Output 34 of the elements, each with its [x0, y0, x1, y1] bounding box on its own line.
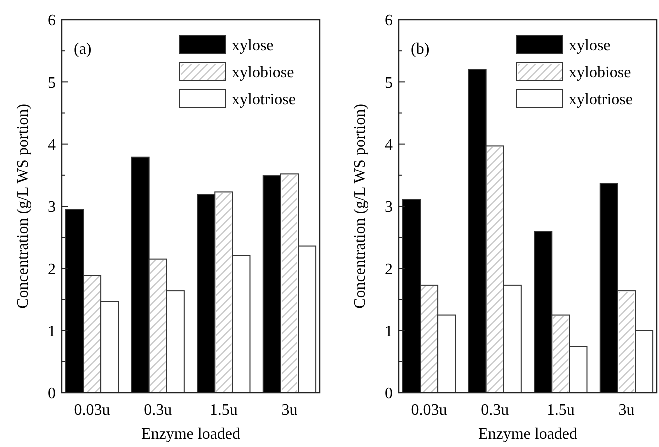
y-tick-label: 5 — [48, 74, 56, 92]
legend-label: xylose — [569, 38, 611, 55]
y-tick-label: 1 — [48, 323, 56, 340]
y-tick-label: 6 — [48, 12, 56, 30]
legend-label: xylose — [232, 38, 274, 55]
x-tick-label: 0.03u — [411, 402, 448, 419]
legend-label: xylotriose — [569, 92, 633, 109]
annotation: (a) — [74, 41, 92, 58]
y-tick-label: 1 — [385, 323, 393, 340]
y-tick-label: 2 — [385, 261, 393, 278]
y-axis-title: Concentration (g/L WS portion) — [352, 104, 369, 309]
x-axis-title: Enzyme loaded — [478, 426, 578, 443]
y-tick-label: 6 — [385, 12, 393, 30]
y-tick-label: 3 — [48, 199, 56, 216]
y-tick-label: 0 — [385, 386, 393, 403]
y-axis-title: Concentration (g/L WS portion) — [15, 104, 32, 309]
x-tick-label: 0.3u — [481, 402, 510, 419]
annotation: (b) — [411, 41, 430, 58]
legend-label: xylotriose — [232, 92, 296, 109]
legend-label: xylobiose — [569, 64, 632, 82]
x-tick-label: 1.5u — [546, 402, 575, 419]
y-tick-label: 3 — [385, 199, 393, 216]
y-tick-label: 4 — [385, 136, 393, 154]
y-tick-label: 2 — [48, 261, 56, 278]
y-tick-label: 4 — [48, 136, 56, 154]
x-tick-label: 3u — [618, 402, 635, 419]
x-axis-title: Enzyme loaded — [141, 426, 241, 443]
x-tick-label: 3u — [282, 402, 298, 419]
y-tick-label: 5 — [385, 74, 393, 92]
x-tick-label: 0.03u — [74, 402, 110, 419]
x-tick-label: 1.5u — [210, 402, 238, 419]
legend-label: xylobiose — [232, 64, 294, 82]
x-tick-label: 0.3u — [144, 402, 172, 419]
y-tick-label: 0 — [48, 386, 56, 403]
